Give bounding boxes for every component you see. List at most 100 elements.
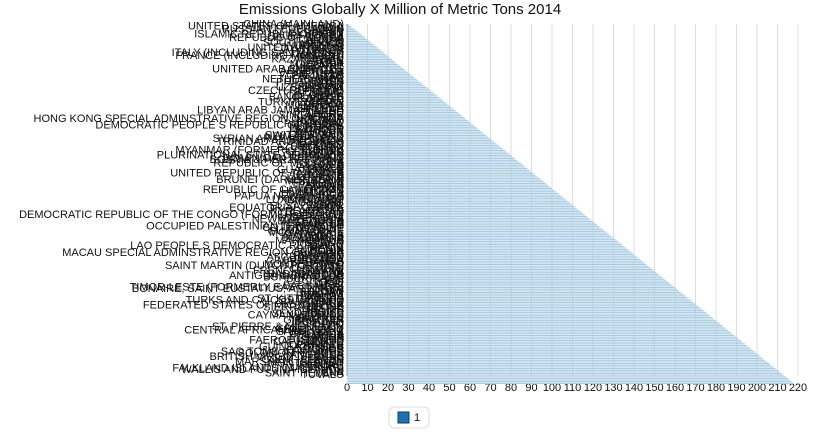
bar: [347, 224, 598, 226]
bar: [347, 149, 505, 152]
y-tick-label: ARUBA: [306, 291, 345, 303]
bar: [347, 39, 368, 41]
y-tick-label: BULGARIA: [288, 134, 344, 146]
y-tick-label: TOGO: [312, 277, 345, 289]
bar: [347, 376, 786, 378]
bar: [347, 24, 350, 26]
y-tick-label: GUINEA: [302, 298, 345, 310]
bar: [347, 306, 700, 308]
y-tick-label: QATAR: [308, 78, 344, 90]
y-tick-label: BOTSWANA: [281, 232, 344, 244]
bar: [347, 326, 725, 328]
y-tick-label: IRAQ: [317, 72, 344, 84]
y-tick-label: SWAZILAND: [280, 296, 344, 308]
x-tick-label: 60: [464, 382, 476, 394]
bar: [347, 237, 614, 239]
y-tick-label: URUGUAY: [290, 192, 345, 204]
bar: [347, 285, 673, 287]
y-tick-label: NEW CALEDONIA: [252, 214, 345, 226]
y-tick-label: NETHERLANDS: [262, 73, 344, 85]
y-tick-label: FAEROE ISLANDS: [249, 334, 344, 346]
bar: [347, 52, 384, 54]
bar: [347, 296, 688, 299]
bar: [347, 139, 493, 142]
y-tick-label: TONGA: [305, 343, 345, 355]
bar: [347, 88, 429, 90]
y-tick-label: SOLOMON ISLANDS: [238, 348, 344, 360]
bar: [347, 111, 458, 113]
y-tick-label: BELIZE: [306, 305, 344, 317]
bar: [347, 242, 620, 244]
bar: [347, 100, 444, 102]
y-tick-label: RWANDA: [296, 290, 345, 302]
bar: [347, 123, 473, 125]
bar: [347, 143, 497, 145]
bar: [347, 131, 483, 133]
y-tick-label: NICARAGUA: [279, 212, 345, 224]
y-tick-label: GREENLAND: [276, 323, 345, 335]
bar: [347, 353, 757, 355]
y-tick-label: SEYCHELLES: [272, 308, 344, 320]
bar: [347, 206, 575, 208]
bar: [347, 366, 774, 368]
y-tick-label: REPUBLIC OF CAMEROON: [203, 184, 344, 196]
x-tick-label: 160: [666, 382, 684, 394]
bar: [347, 70, 407, 72]
y-tick-label: ARMENIA: [294, 219, 345, 231]
bar: [347, 310, 704, 312]
bar: [347, 258, 641, 261]
y-tick-label: MADAGASCAR: [266, 268, 344, 280]
x-tick-label: 220: [789, 382, 807, 394]
bar: [347, 262, 645, 264]
y-tick-label: EL SALVADOR: [270, 201, 344, 213]
y-tick-label: NAMIBIA: [299, 248, 345, 260]
y-tick-label: MOROCCO: [285, 100, 344, 112]
bar: [347, 153, 509, 155]
y-tick-label: SINGAPORE: [279, 110, 344, 122]
bar: [347, 318, 714, 320]
bar: [347, 49, 380, 51]
y-tick-label: LATVIA: [307, 204, 345, 216]
bar: [347, 356, 762, 358]
bar: [347, 278, 665, 280]
y-tick-label: GERMANY: [288, 27, 344, 39]
bar: [347, 361, 768, 363]
y-tick-label: ST. PIERRE & MIQUELON: [212, 321, 344, 333]
bar: [347, 316, 712, 318]
y-tick-label: CHILE: [312, 88, 344, 100]
y-tick-label: HUNGARY: [289, 121, 344, 133]
y-tick-label: BELARUS: [293, 106, 344, 118]
bar: [347, 288, 678, 290]
bar: [347, 176, 538, 178]
bar: [347, 255, 637, 257]
bar: [347, 105, 450, 107]
x-tick-label: 120: [584, 382, 602, 394]
bar: [347, 367, 776, 370]
bar: [347, 77, 415, 79]
y-tick-label: BRUNEI (DARUSSALAM): [216, 174, 344, 186]
y-tick-label: PALAU: [309, 353, 344, 365]
y-tick-label: CYPRUS: [298, 197, 344, 209]
y-tick-label: BONAIRE, SAINT EUSTATIUS, AND SABA: [132, 283, 345, 295]
bar: [347, 295, 686, 297]
y-tick-label: RUSSIAN FEDERATION: [222, 24, 344, 36]
bar: [347, 120, 468, 122]
bar: [347, 53, 386, 56]
y-tick-label: THAILAND: [290, 48, 344, 60]
y-tick-label: UGANDA: [297, 253, 345, 265]
bar: [347, 287, 675, 289]
y-tick-label: DOMINICAN REPUBLIC: [223, 153, 344, 165]
y-tick-label: PLURINATIONAL STATE OF BOLIVIA: [157, 149, 345, 161]
bar: [347, 270, 655, 272]
y-tick-label: UNITED REPUBLIC OF TANZANIA: [170, 167, 344, 179]
y-tick-label: HAITI: [316, 262, 344, 274]
y-tick-label: PAPUA NEW GUINEA: [234, 191, 344, 203]
y-tick-label: DEMOCRATIC REPUBLIC OF THE CONGO (FORMER…: [19, 209, 344, 221]
bar: [347, 30, 358, 33]
bar: [347, 351, 755, 353]
y-tick-label: GAMBIA: [301, 331, 344, 343]
bar: [347, 235, 612, 237]
bar: [347, 234, 610, 236]
bar: [347, 126, 477, 128]
bar: [347, 37, 366, 39]
